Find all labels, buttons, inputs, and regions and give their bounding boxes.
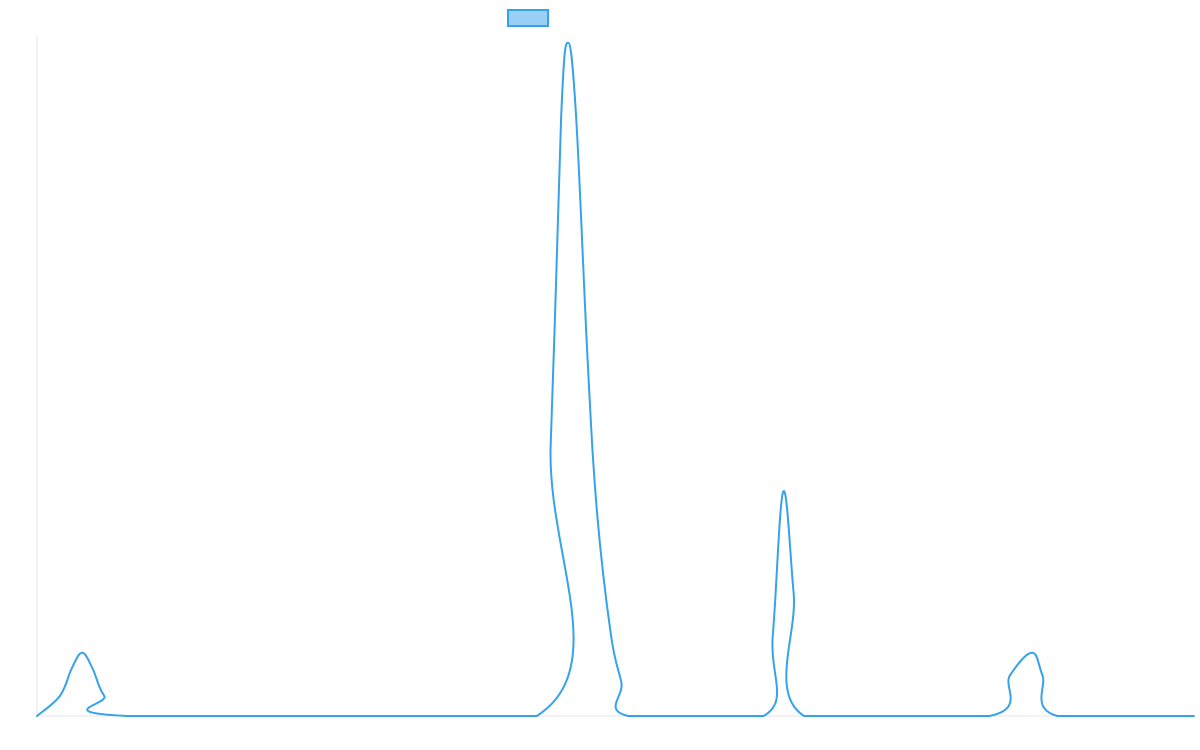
series-line-0 xyxy=(36,41,1195,718)
legend-swatch xyxy=(507,9,549,27)
